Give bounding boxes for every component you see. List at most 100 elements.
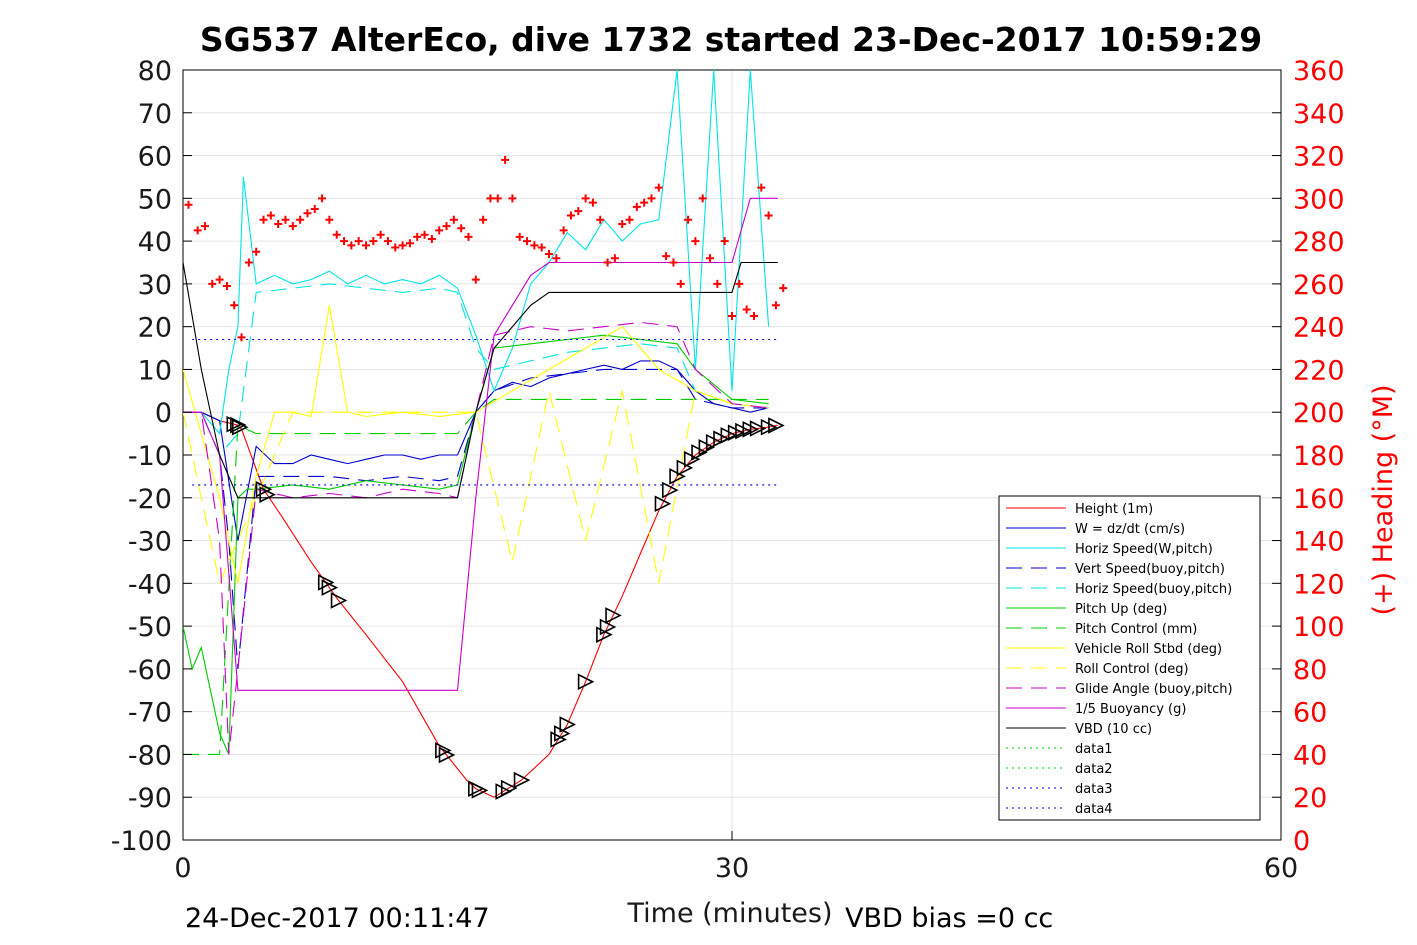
heading-marker	[574, 207, 583, 216]
legend-label: Height (1m)	[1075, 502, 1153, 517]
right-y-tick-label: 140	[1293, 527, 1345, 558]
heading-marker	[552, 254, 561, 263]
left-y-tick-label: 40	[138, 227, 172, 258]
heading-marker	[596, 215, 605, 224]
heading-marker	[588, 198, 597, 207]
heading-marker	[383, 237, 392, 246]
heading-marker	[288, 222, 297, 231]
series-line	[183, 283, 769, 457]
heading-marker	[779, 284, 788, 293]
heading-marker	[296, 215, 305, 224]
height-marker	[550, 731, 567, 748]
legend-label: Vehicle Roll Stbd (deg)	[1075, 642, 1222, 657]
heading-marker	[610, 254, 619, 263]
left-y-tick-label: -50	[128, 612, 172, 643]
heading-marker	[310, 205, 319, 214]
heading-marker	[676, 279, 685, 288]
right-y-tick-label: 360	[1293, 56, 1345, 87]
right-y-tick-label: 120	[1293, 569, 1345, 600]
right-y-tick-label: 280	[1293, 227, 1345, 258]
heading-marker	[640, 198, 649, 207]
x-tick-label: 60	[1264, 853, 1298, 884]
series-lines	[183, 70, 778, 798]
left-y-tick-label: 0	[155, 398, 172, 429]
series-line	[183, 70, 770, 435]
legend-box	[998, 495, 1261, 821]
heading-marker	[376, 230, 385, 239]
series-line	[183, 261, 778, 499]
series-line	[183, 398, 769, 755]
heading-marker	[742, 305, 751, 314]
heading-marker	[435, 226, 444, 235]
height-marker	[471, 782, 489, 799]
height-marker	[749, 420, 767, 437]
right-y-axis-label: (+) Heading (°M)	[1368, 384, 1399, 615]
heading-marker	[566, 211, 575, 220]
x-tick-label: 30	[715, 853, 749, 884]
left-y-tick-label: -30	[128, 527, 172, 558]
heading-marker	[427, 234, 436, 243]
left-y-axis: 80 70 60 50 40 30 20 10 0 -10 -20 -30 -40 -50 -60 -70 -8…	[111, 56, 192, 857]
right-y-tick-label: 260	[1293, 270, 1345, 301]
heading-marker	[764, 211, 773, 220]
heading-marker	[318, 194, 327, 203]
heading-marker	[684, 215, 693, 224]
left-y-tick-label: -80	[128, 740, 172, 771]
right-y-tick-label: 0	[1293, 826, 1310, 857]
heading-marker	[647, 194, 656, 203]
right-y-tick-label: 60	[1293, 698, 1327, 729]
height-marker	[605, 607, 622, 624]
height-marker	[500, 779, 518, 797]
left-y-tick-label: 30	[138, 270, 172, 301]
right-y-axis: 3603403203002802602402202001801601401201…	[1272, 56, 1345, 857]
heading-marker	[420, 230, 429, 239]
heading-marker	[222, 282, 231, 291]
heading-marker	[266, 211, 275, 220]
heading-marker	[720, 237, 729, 246]
heading-marker	[493, 194, 502, 203]
right-y-tick-label: 20	[1293, 783, 1327, 814]
heading-marker	[603, 258, 612, 267]
heading-marker	[706, 254, 715, 263]
heading-marker	[391, 243, 400, 252]
heading-marker	[508, 194, 517, 203]
series-line	[183, 411, 778, 798]
legend-label: Glide Angle (buoy,pitch)	[1075, 682, 1233, 697]
heading-marker	[662, 252, 671, 261]
heading-marker	[281, 215, 290, 224]
heading-marker	[618, 220, 627, 228]
heading-marker	[486, 194, 495, 203]
height-markers	[226, 415, 785, 800]
heading-marker	[479, 215, 488, 224]
left-y-tick-label: 60	[138, 142, 172, 173]
heading-marker	[244, 258, 253, 267]
heading-marker	[691, 237, 700, 246]
heading-marker	[347, 241, 356, 250]
height-marker	[596, 626, 613, 643]
heading-marker	[698, 194, 707, 203]
left-y-tick-label: 10	[138, 355, 172, 386]
height-marker	[559, 716, 577, 733]
legend-label: VBD (10 cc)	[1075, 722, 1152, 737]
heading-marker	[471, 275, 480, 284]
heading-marker	[545, 249, 553, 258]
heading-marker	[442, 222, 451, 231]
right-y-tick-label: 200	[1293, 398, 1345, 429]
heading-marker	[530, 241, 539, 250]
footer-date: 24-Dec-2017 00:11:47	[185, 903, 490, 934]
legend-label: data4	[1075, 802, 1113, 817]
heading-marker	[625, 215, 634, 224]
left-y-tick-label: -100	[111, 826, 172, 857]
legend-label: Pitch Control (mm)	[1075, 622, 1197, 637]
legend: Height (1m) W = dz/dt (cm/s) Horiz Speed(W…	[998, 495, 1261, 821]
heading-marker	[208, 279, 217, 288]
series-line	[183, 390, 769, 586]
series-line	[183, 321, 769, 755]
right-y-tick-label: 320	[1293, 142, 1345, 173]
legend-label: Horiz Speed(buoy,pitch)	[1075, 582, 1232, 597]
left-y-tick-label: -70	[128, 698, 172, 729]
right-y-tick-label: 80	[1293, 655, 1327, 686]
height-marker	[435, 742, 452, 759]
heading-marker	[340, 237, 349, 246]
